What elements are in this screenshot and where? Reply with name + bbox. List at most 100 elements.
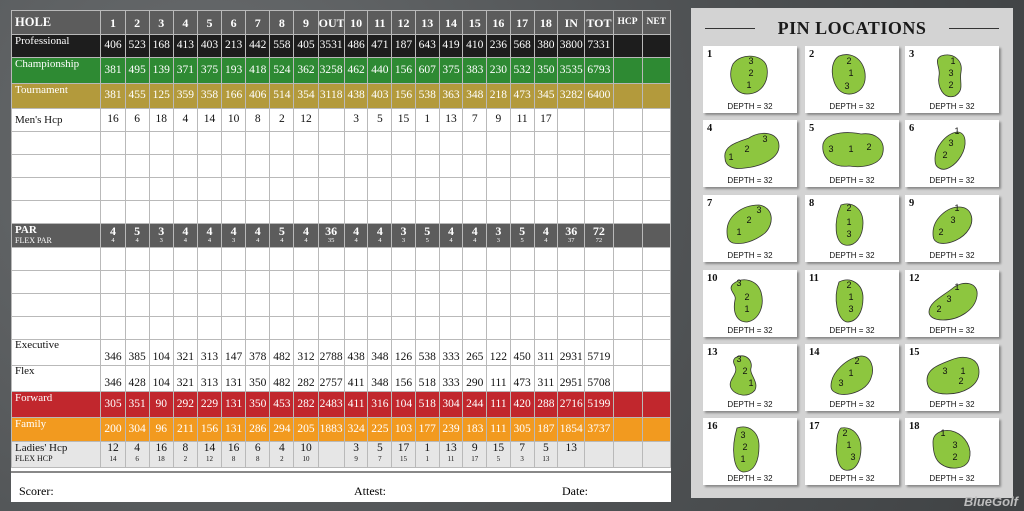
- score-entry-row-cell[interactable]: [584, 177, 614, 201]
- score-entry-row-cell[interactable]: [245, 154, 271, 178]
- score-entry-row-cell[interactable]: [557, 200, 586, 224]
- score-entry-row-cell[interactable]: [462, 131, 488, 155]
- score-entry-row-cell[interactable]: [509, 247, 535, 271]
- score-entry-row-cell[interactable]: [293, 293, 319, 317]
- score-entry-row-cell[interactable]: [438, 270, 464, 294]
- score-entry-row-cell[interactable]: [196, 131, 223, 155]
- score-entry-row-cell[interactable]: [221, 154, 247, 178]
- score-entry-row-cell[interactable]: [438, 316, 464, 340]
- score-entry-row-cell[interactable]: [221, 270, 247, 294]
- score-entry-row-cell[interactable]: [509, 316, 535, 340]
- score-entry-row-cell[interactable]: [438, 247, 464, 271]
- score-entry-row-cell[interactable]: [438, 293, 464, 317]
- score-entry-row-cell[interactable]: [533, 177, 559, 201]
- score-entry-row-cell[interactable]: [124, 270, 150, 294]
- score-entry-row-cell[interactable]: [343, 200, 369, 224]
- score-entry-row-cell[interactable]: [317, 316, 345, 340]
- score-entry-row-cell[interactable]: [486, 270, 511, 294]
- score-entry-row-cell[interactable]: [612, 247, 643, 271]
- score-entry-row-cell[interactable]: [124, 177, 150, 201]
- score-entry-row-cell[interactable]: [462, 293, 488, 317]
- score-entry-row-cell[interactable]: [124, 247, 150, 271]
- score-entry-row-cell[interactable]: [584, 154, 614, 178]
- score-entry-row-cell[interactable]: [533, 316, 559, 340]
- score-entry-row-cell[interactable]: [343, 316, 369, 340]
- score-entry-row-cell[interactable]: [343, 154, 369, 178]
- score-entry-row-cell[interactable]: [584, 131, 614, 155]
- score-entry-row-cell[interactable]: [612, 154, 643, 178]
- score-entry-row-cell[interactable]: [391, 270, 416, 294]
- score-entry-row-cell[interactable]: [100, 177, 126, 201]
- score-entry-row-cell[interactable]: [641, 154, 672, 178]
- score-entry-row-cell[interactable]: [414, 316, 440, 340]
- score-entry-row-cell[interactable]: [317, 131, 345, 155]
- score-entry-row-cell[interactable]: [533, 293, 559, 317]
- score-entry-row-cell[interactable]: [367, 293, 393, 317]
- score-entry-row-cell[interactable]: [100, 316, 126, 340]
- score-entry-row-cell[interactable]: [462, 154, 488, 178]
- score-entry-row-cell[interactable]: [557, 131, 586, 155]
- score-entry-row-cell[interactable]: [509, 154, 535, 178]
- score-entry-row-cell[interactable]: [196, 177, 223, 201]
- score-entry-row-cell[interactable]: [269, 177, 295, 201]
- score-entry-row-cell[interactable]: [509, 270, 535, 294]
- score-entry-row-cell[interactable]: [293, 200, 319, 224]
- score-entry-row-cell[interactable]: [414, 154, 440, 178]
- score-entry-row-cell[interactable]: [462, 177, 488, 201]
- score-entry-row-cell[interactable]: [317, 177, 345, 201]
- score-entry-row-cell[interactable]: [269, 247, 295, 271]
- score-entry-row-cell[interactable]: [641, 316, 672, 340]
- score-entry-row-cell[interactable]: [196, 247, 223, 271]
- score-entry-row-cell[interactable]: [293, 131, 319, 155]
- score-entry-row-cell[interactable]: [172, 293, 198, 317]
- score-entry-row-cell[interactable]: [269, 154, 295, 178]
- score-entry-row-cell[interactable]: [221, 316, 247, 340]
- score-entry-row-cell[interactable]: [486, 154, 511, 178]
- score-entry-row-cell[interactable]: [124, 316, 150, 340]
- score-entry-row-cell[interactable]: [124, 154, 150, 178]
- score-entry-row-cell[interactable]: [317, 293, 345, 317]
- score-entry-row-cell[interactable]: [438, 200, 464, 224]
- score-entry-row-cell[interactable]: [414, 131, 440, 155]
- score-entry-row-cell[interactable]: [148, 154, 174, 178]
- score-entry-row-cell[interactable]: [269, 270, 295, 294]
- score-entry-row-cell[interactable]: [612, 316, 643, 340]
- score-entry-row-cell[interactable]: [414, 200, 440, 224]
- score-entry-row-cell[interactable]: [172, 131, 198, 155]
- score-entry-row-cell[interactable]: [509, 177, 535, 201]
- score-entry-row-cell[interactable]: [269, 316, 295, 340]
- score-entry-row-cell[interactable]: [148, 200, 174, 224]
- score-entry-row-cell[interactable]: [557, 293, 586, 317]
- score-entry-row-cell[interactable]: [196, 154, 223, 178]
- score-entry-row-cell[interactable]: [293, 177, 319, 201]
- score-entry-row-cell[interactable]: [612, 200, 643, 224]
- score-entry-row-cell[interactable]: [172, 247, 198, 271]
- score-entry-row-cell[interactable]: [148, 247, 174, 271]
- score-entry-row-cell[interactable]: [100, 247, 126, 271]
- score-entry-row-cell[interactable]: [462, 316, 488, 340]
- score-entry-row-cell[interactable]: [100, 270, 126, 294]
- score-entry-row-cell[interactable]: [533, 270, 559, 294]
- score-entry-row-cell[interactable]: [172, 177, 198, 201]
- score-entry-row-cell[interactable]: [148, 293, 174, 317]
- score-entry-row-cell[interactable]: [172, 200, 198, 224]
- score-entry-row-cell[interactable]: [196, 293, 223, 317]
- score-entry-row-cell[interactable]: [557, 177, 586, 201]
- score-entry-row-cell[interactable]: [584, 293, 614, 317]
- score-entry-row-cell[interactable]: [641, 293, 672, 317]
- score-entry-row-cell[interactable]: [343, 131, 369, 155]
- score-entry-row-cell[interactable]: [196, 316, 223, 340]
- score-entry-row-cell[interactable]: [172, 270, 198, 294]
- score-entry-row-cell[interactable]: [533, 200, 559, 224]
- score-entry-row-cell[interactable]: [557, 316, 586, 340]
- score-entry-row-cell[interactable]: [486, 247, 511, 271]
- score-entry-row-cell[interactable]: [317, 154, 345, 178]
- score-entry-row-cell[interactable]: [462, 270, 488, 294]
- score-entry-row-cell[interactable]: [124, 200, 150, 224]
- score-entry-row-cell[interactable]: [509, 131, 535, 155]
- score-entry-row-cell[interactable]: [367, 247, 393, 271]
- score-entry-row-cell[interactable]: [245, 200, 271, 224]
- score-entry-row-cell[interactable]: [641, 200, 672, 224]
- score-entry-row-cell[interactable]: [221, 293, 247, 317]
- score-entry-row-cell[interactable]: [391, 177, 416, 201]
